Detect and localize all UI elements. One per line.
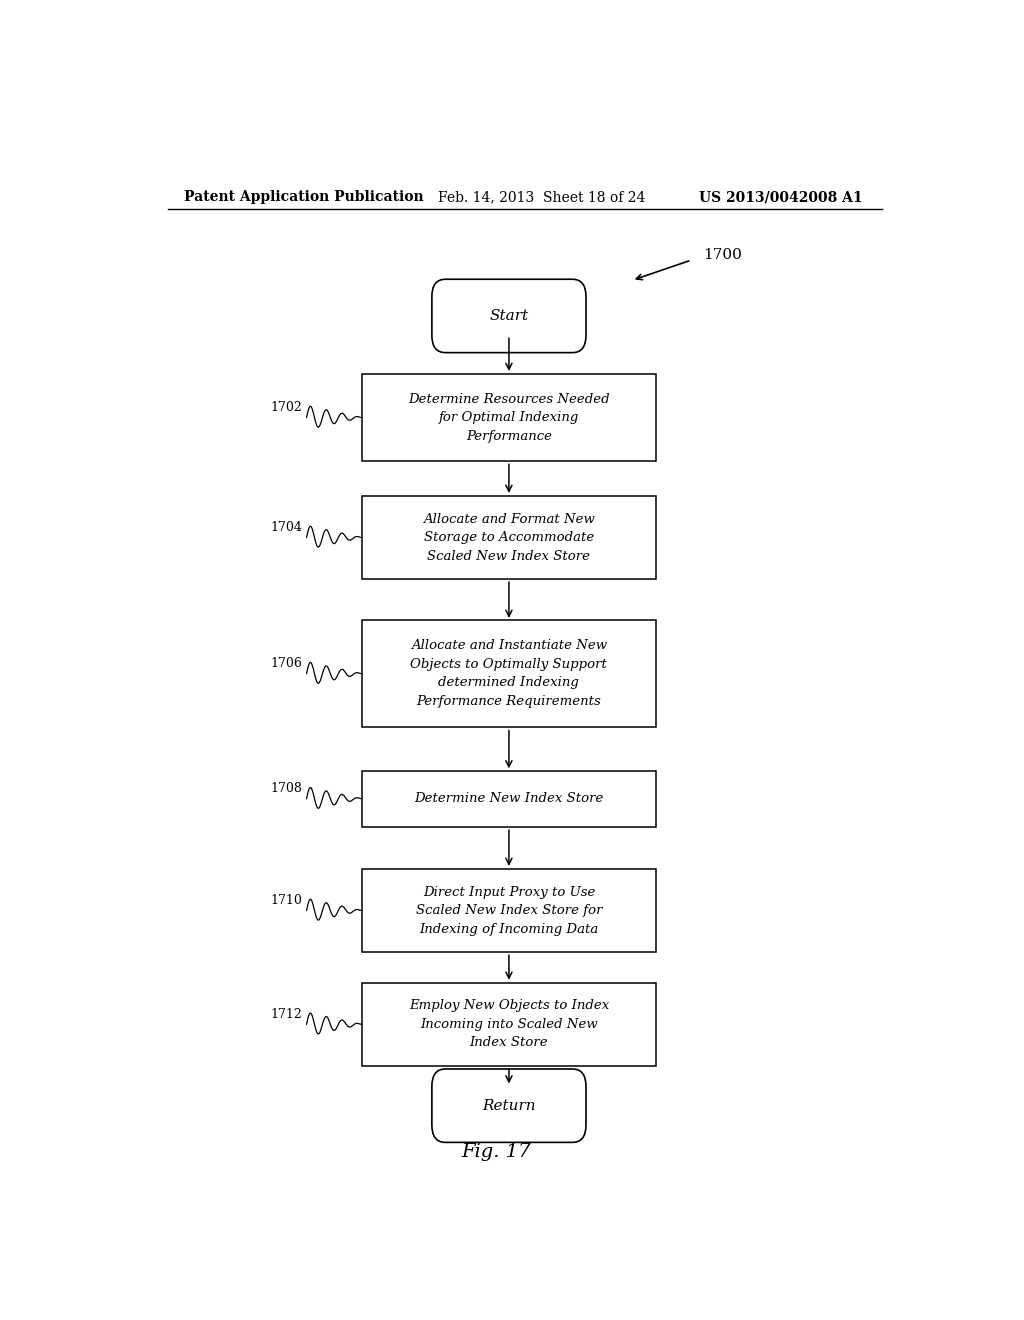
Text: 1704: 1704 — [270, 521, 303, 533]
FancyBboxPatch shape — [362, 771, 655, 826]
Text: 1708: 1708 — [270, 781, 303, 795]
Text: Return: Return — [482, 1098, 536, 1113]
FancyBboxPatch shape — [362, 982, 655, 1067]
FancyBboxPatch shape — [362, 496, 655, 579]
Text: Determine Resources Needed
for Optimal Indexing
Performance: Determine Resources Needed for Optimal I… — [409, 392, 609, 442]
Text: 1712: 1712 — [270, 1007, 303, 1020]
FancyBboxPatch shape — [362, 869, 655, 952]
Text: Determine New Index Store: Determine New Index Store — [415, 792, 603, 805]
Text: 1700: 1700 — [703, 248, 742, 261]
Text: Allocate and Instantiate New
Objects to Optimally Support
determined Indexing
Pe: Allocate and Instantiate New Objects to … — [411, 639, 607, 708]
Text: Feb. 14, 2013  Sheet 18 of 24: Feb. 14, 2013 Sheet 18 of 24 — [437, 190, 645, 205]
Text: Allocate and Format New
Storage to Accommodate
Scaled New Index Store: Allocate and Format New Storage to Accom… — [423, 512, 595, 562]
FancyBboxPatch shape — [432, 280, 586, 352]
Text: Patent Application Publication: Patent Application Publication — [183, 190, 423, 205]
Text: 1706: 1706 — [270, 657, 303, 671]
Text: Start: Start — [489, 309, 528, 323]
FancyBboxPatch shape — [432, 1069, 586, 1142]
Text: US 2013/0042008 A1: US 2013/0042008 A1 — [699, 190, 863, 205]
Text: Fig. 17: Fig. 17 — [461, 1143, 530, 1162]
FancyBboxPatch shape — [362, 375, 655, 461]
FancyBboxPatch shape — [362, 620, 655, 727]
Text: 1710: 1710 — [270, 894, 303, 907]
Text: Direct Input Proxy to Use
Scaled New Index Store for
Indexing of Incoming Data: Direct Input Proxy to Use Scaled New Ind… — [416, 886, 602, 936]
Text: Employ New Objects to Index
Incoming into Scaled New
Index Store: Employ New Objects to Index Incoming int… — [409, 999, 609, 1049]
Text: 1702: 1702 — [270, 401, 303, 414]
